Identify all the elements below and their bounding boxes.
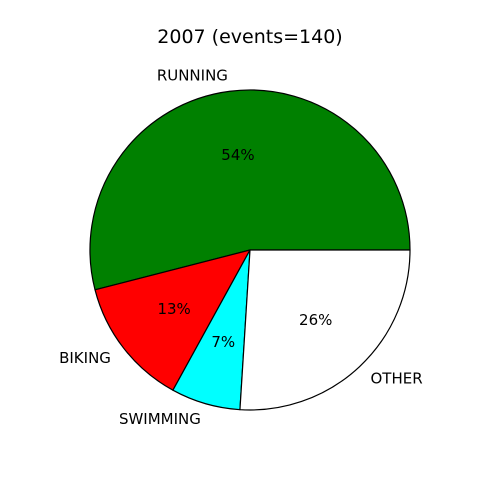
percentage-labels: 54% 13% 7% 26% xyxy=(157,146,332,351)
category-labels: RUNNING BIKING SWIMMING OTHER xyxy=(59,66,423,428)
slice-running xyxy=(89,89,411,291)
category-label-other: OTHER xyxy=(370,369,422,387)
pct-label-biking: 13% xyxy=(157,300,190,318)
chart-title: 2007 (events=140) xyxy=(157,26,342,48)
category-label-running: RUNNING xyxy=(157,66,228,84)
category-label-swimming: SWIMMING xyxy=(119,410,201,428)
category-label-biking: BIKING xyxy=(59,349,111,367)
pct-label-other: 26% xyxy=(299,311,332,329)
pct-label-swimming: 7% xyxy=(211,333,235,351)
slice-biking xyxy=(94,249,251,391)
pie-slices xyxy=(89,89,411,411)
pct-label-running: 54% xyxy=(221,146,254,164)
slice-other xyxy=(239,249,411,411)
